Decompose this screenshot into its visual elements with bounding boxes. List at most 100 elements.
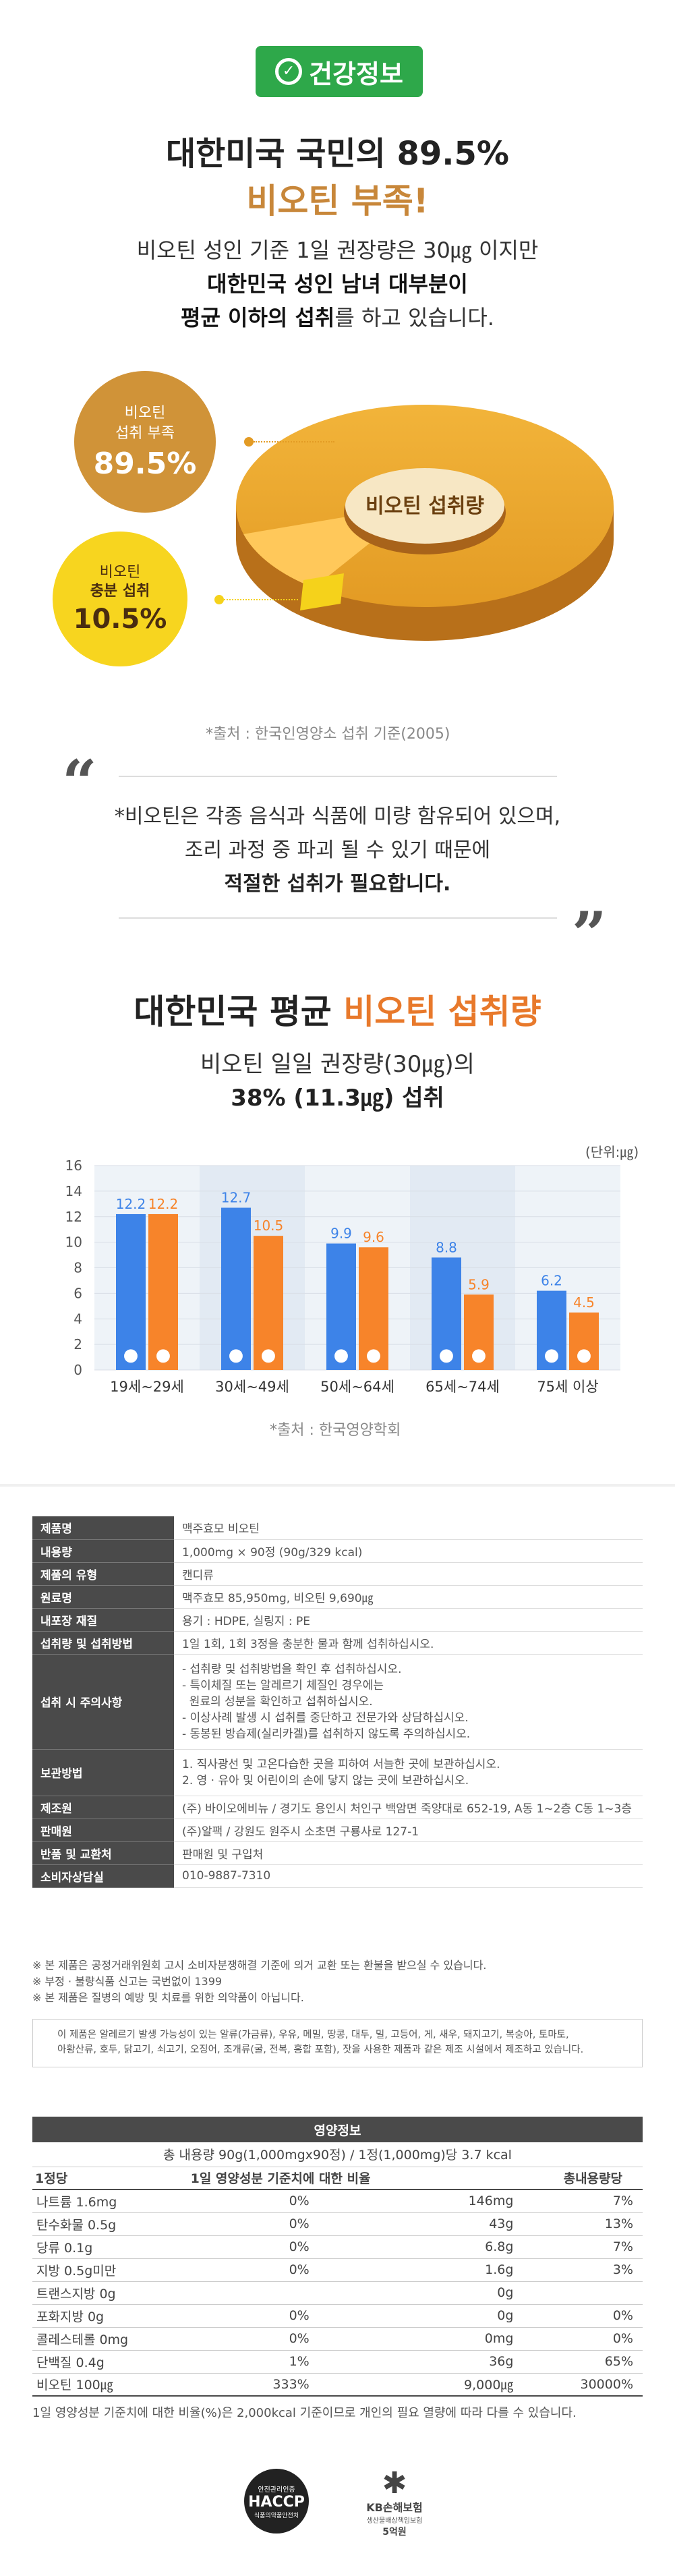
nutrition-spacer	[417, 2235, 428, 2259]
ok-label-2: 충분 섭취	[90, 583, 150, 600]
kb-name: KB손해보험	[366, 2501, 423, 2514]
x-category-label: 50세~64세	[320, 1379, 394, 1395]
nutrition-name: 탄수화물 0.5g	[32, 2212, 134, 2236]
nutrition-footnote: 1일 영양성분 기준치에 대한 비율(%)은 2,000kcal 기준이므로 개…	[32, 2406, 577, 2420]
nutrition-spacer	[417, 2327, 428, 2351]
bar-value-label: 5.9	[468, 1276, 490, 1292]
section2-desc-1: 비오틴 일일 권장량(30㎍)의	[200, 1051, 475, 1078]
nutrition-col-per: 1정당	[32, 2167, 134, 2190]
info-row: 판매원 (주)알팩 / 강원도 원주시 소초면 구룡사로 127-1	[32, 1819, 643, 1842]
info-row: 보관방법 1. 직사광선 및 고온다습한 곳을 피하여 서늘한 곳에 보관하십시오…	[32, 1749, 643, 1796]
donut-slice-sufficient-side	[300, 573, 344, 610]
nutrition-tpct	[554, 2281, 643, 2305]
lack-label-2: 섭취 부족	[115, 424, 175, 442]
bar-value-label: 9.9	[330, 1226, 352, 1242]
info-value-line: - 이상사례 발생 시 섭취를 중단하고 전문가와 상담하십시오.	[182, 1711, 469, 1725]
nutrition-spacer	[417, 2212, 428, 2236]
quote-line-1: *비오틴은 각종 음식과 식품에 미량 함유되어 있으며,	[114, 805, 561, 828]
female-person-icon: ●	[366, 1345, 382, 1365]
y-tick-label: 6	[74, 1285, 82, 1301]
y-tick-label: 16	[65, 1160, 82, 1174]
info-key: 섭취 시 주의사항	[32, 1654, 174, 1750]
info-value-line: 원료의 성분을 확인하고 섭취하십시오.	[182, 1694, 373, 1709]
info-key: 제품명	[32, 1516, 174, 1540]
quote-line-2: 조리 과정 중 파괴 될 수 있기 때문에	[184, 838, 491, 862]
nutrition-name: 단백질 0.4g	[32, 2350, 134, 2374]
bar	[326, 1243, 356, 1370]
female-person-icon: ●	[471, 1345, 487, 1365]
nutrition-name: 콜레스테롤 0mg	[32, 2327, 134, 2351]
ok-label-1: 비오틴	[99, 564, 141, 581]
bar	[359, 1247, 388, 1370]
nutrition-row: 트랜스지방 0g 0g	[32, 2281, 643, 2305]
lack-label-1: 비오틴	[124, 404, 166, 422]
nutrition-total: 9,000㎍	[428, 2373, 554, 2397]
x-category-label: 30세~49세	[215, 1379, 289, 1395]
nutrition-row: 비오틴 100㎍ 333% 9,000㎍ 30000%	[32, 2373, 643, 2397]
info-value-line: - 동봉된 방습제(실리카겔)를 섭취하지 않도록 주의하십시오.	[182, 1727, 471, 1741]
hero-desc-1: 비오틴 성인 기준 1일 권장량은 30㎍ 이지만	[136, 237, 539, 263]
info-key: 내포장 재질	[32, 1608, 174, 1632]
hero-highlight: 비오틴 부족!	[246, 181, 429, 221]
nutrition-pct: 0%	[134, 2327, 417, 2351]
info-value: - 섭취량 및 섭취방법을 확인 후 섭취하십시오. - 특이체질 또는 알레르기…	[174, 1654, 643, 1750]
info-row: 제품의 유형 캔디류	[32, 1562, 643, 1586]
bar-value-label: 10.5	[254, 1218, 284, 1234]
quote-line-3: 적절한 섭취가 필요합니다.	[224, 872, 451, 896]
kb-mark-icon: ✱	[382, 2466, 407, 2500]
bar-value-label: 12.7	[221, 1189, 252, 1205]
bar	[221, 1207, 251, 1370]
info-value-line: 1. 직사광선 및 고온다습한 곳을 피하여 서늘한 곳에 보관하십시오.	[182, 1757, 500, 1771]
note-1: ※ 본 제품은 공정거래위원회 고시 소비자분쟁해결 기준에 의거 교환 또는 …	[32, 1959, 487, 1972]
nutrition-spacer	[417, 2189, 428, 2213]
x-category-label: 65세~74세	[425, 1379, 500, 1395]
nutrition-row: 콜레스테롤 0mg 0% 0mg 0%	[32, 2327, 643, 2351]
x-category-label: 75세 이상	[537, 1379, 598, 1395]
male-person-icon: ●	[544, 1345, 560, 1365]
nutrition-pct: 1%	[134, 2350, 417, 2374]
bar-value-label: 12.2	[148, 1196, 179, 1212]
info-value: 1. 직사광선 및 고온다습한 곳을 피하여 서늘한 곳에 보관하십시오. 2. …	[174, 1749, 643, 1796]
info-key: 소비자상담실	[32, 1864, 174, 1888]
nutrition-total: 0g	[428, 2304, 554, 2328]
y-tick-label: 0	[74, 1362, 82, 1378]
nutrition-name: 트랜스지방 0g	[32, 2281, 134, 2305]
haccp-logo: 안전관리인증 HACCP 식품의약품안전처	[244, 2469, 309, 2534]
quote-top-line	[119, 776, 557, 777]
info-value: 판매원 및 구입처	[174, 1841, 643, 1865]
nutrition-total: 6.8g	[428, 2235, 554, 2259]
female-person-icon: ●	[261, 1345, 276, 1365]
hero-desc-3-bold: 평균 이하의 섭취	[181, 305, 335, 331]
hero-desc-3: 평균 이하의 섭취를 하고 있습니다.	[0, 301, 675, 332]
bar-value-label: 4.5	[573, 1294, 595, 1311]
nutrition-row: 단백질 0.4g 1% 36g 65%	[32, 2350, 643, 2374]
info-value: 용기 : HDPE, 실링지 : PE	[174, 1608, 643, 1632]
notes: ※ 본 제품은 공정거래위원회 고시 소비자분쟁해결 기준에 의거 교환 또는 …	[32, 1957, 486, 2006]
bar	[148, 1213, 178, 1370]
allergy-line-1: 이 제품은 알레르기 발생 가능성이 있는 알류(가금류), 우유, 메밀, 땅…	[57, 2030, 569, 2040]
ok-pointer-dot	[214, 595, 224, 604]
male-person-icon: ●	[439, 1345, 454, 1365]
y-tick-label: 14	[65, 1183, 82, 1199]
y-tick-label: 2	[74, 1336, 82, 1352]
allergy-line-2: 아황산류, 호두, 닭고기, 쇠고기, 오징어, 조개류(굴, 전복, 홍합 포…	[57, 2044, 584, 2055]
section2-title: 대한민국 평균 비오틴 섭취량	[0, 985, 675, 1033]
section-divider	[0, 1484, 675, 1487]
info-value: 맥주효모 비오틴	[174, 1516, 643, 1540]
haccp-bottom: 식품의약품안전처	[254, 2512, 299, 2519]
donut-source: *출처 : 한국인영양소 섭취 기준(2005)	[206, 726, 450, 743]
nutrition-spacer	[417, 2350, 428, 2374]
info-value-line: 2. 영 · 유아 및 어린이의 손에 닿지 않는 곳에 보관하십시오.	[182, 1773, 469, 1787]
section2-title-a: 대한민국 평균	[134, 992, 332, 1031]
info-value-line: - 섭취량 및 섭취방법을 확인 후 섭취하십시오.	[182, 1662, 402, 1676]
info-row: 반품 및 교환처 판매원 및 구입처	[32, 1841, 643, 1865]
info-value: 010-9887-7310	[174, 1864, 643, 1888]
hero-desc-3-rest: 를 하고 있습니다.	[334, 305, 494, 331]
bar	[432, 1257, 461, 1370]
nutrition-tpct: 7%	[554, 2189, 643, 2213]
nutrition-col-ratio: 1일 영양성분 기준치에 대한 비율	[134, 2167, 428, 2190]
info-key: 내용량	[32, 1539, 174, 1563]
nutrition-total: 146mg	[428, 2189, 554, 2213]
nutrition-tpct: 30000%	[554, 2373, 643, 2397]
badge-label: 건강정보	[309, 59, 403, 89]
